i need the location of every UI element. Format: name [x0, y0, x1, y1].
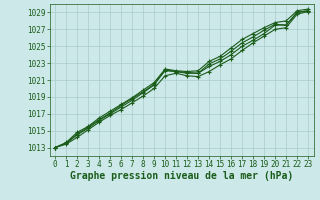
X-axis label: Graphe pression niveau de la mer (hPa): Graphe pression niveau de la mer (hPa): [70, 171, 293, 181]
